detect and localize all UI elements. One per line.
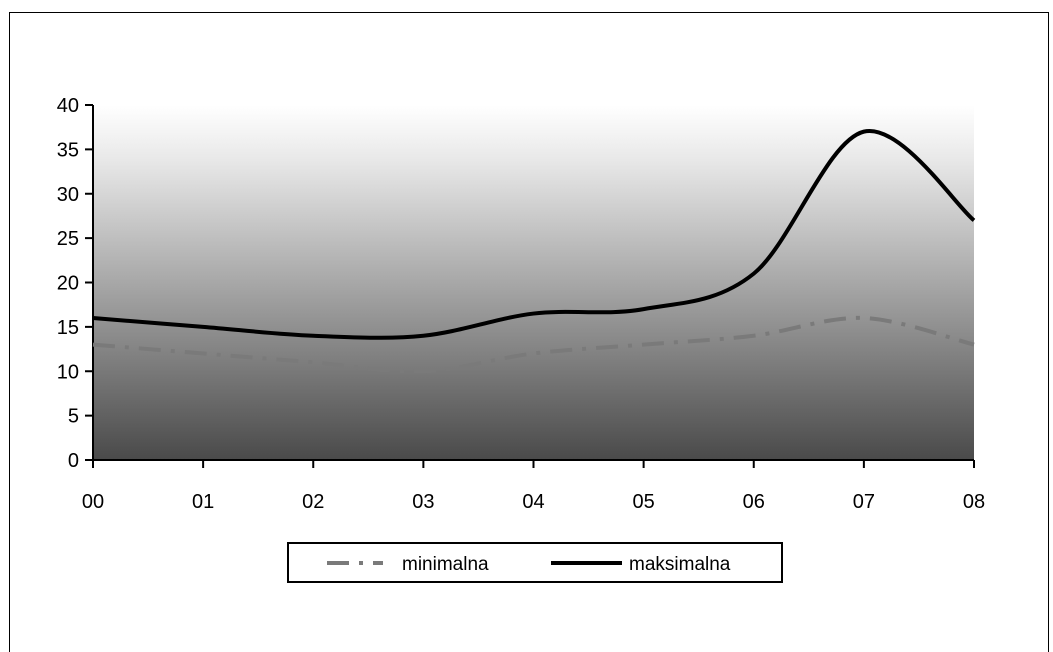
x-axis-ticks: 00 01 02 03 04 05 06 07 08: [82, 460, 985, 513]
legend: minimalna maksimalna: [287, 542, 783, 583]
series-lines: [92, 129, 976, 374]
y-tick-label: 25: [57, 228, 79, 250]
y-tick-label: 5: [68, 406, 79, 428]
x-tick-label: 08: [963, 491, 985, 513]
chart-frame: [9, 12, 1049, 652]
x-tick-label: 04: [522, 491, 544, 513]
x-tick-label: 05: [633, 491, 655, 513]
y-tick-label: 0: [68, 450, 79, 472]
x-tick-label: 00: [82, 491, 104, 513]
legend-label-minimalna: minimalna: [402, 554, 489, 575]
x-tick-label: 02: [302, 491, 324, 513]
y-tick-label: 20: [57, 273, 79, 295]
y-tick-label: 10: [57, 361, 79, 383]
x-tick-label: 07: [853, 491, 875, 513]
y-tick-label: 15: [57, 317, 79, 339]
plot-area: [93, 105, 974, 460]
x-tick-label: 06: [743, 491, 765, 513]
y-axis-ticks: 0 5 10 15 20 25 30 35 40: [57, 95, 93, 472]
series-line-maksimalna: [92, 129, 976, 340]
x-tick-label: 03: [412, 491, 434, 513]
x-tick-label: 01: [192, 491, 214, 513]
legend-label-maksimalna: maksimalna: [629, 554, 731, 575]
y-tick-label: 40: [57, 95, 79, 117]
series-line-minimalna: [92, 315, 975, 374]
y-tick-label: 30: [57, 184, 79, 206]
legend-box: [287, 542, 783, 583]
y-tick-label: 35: [57, 139, 79, 161]
